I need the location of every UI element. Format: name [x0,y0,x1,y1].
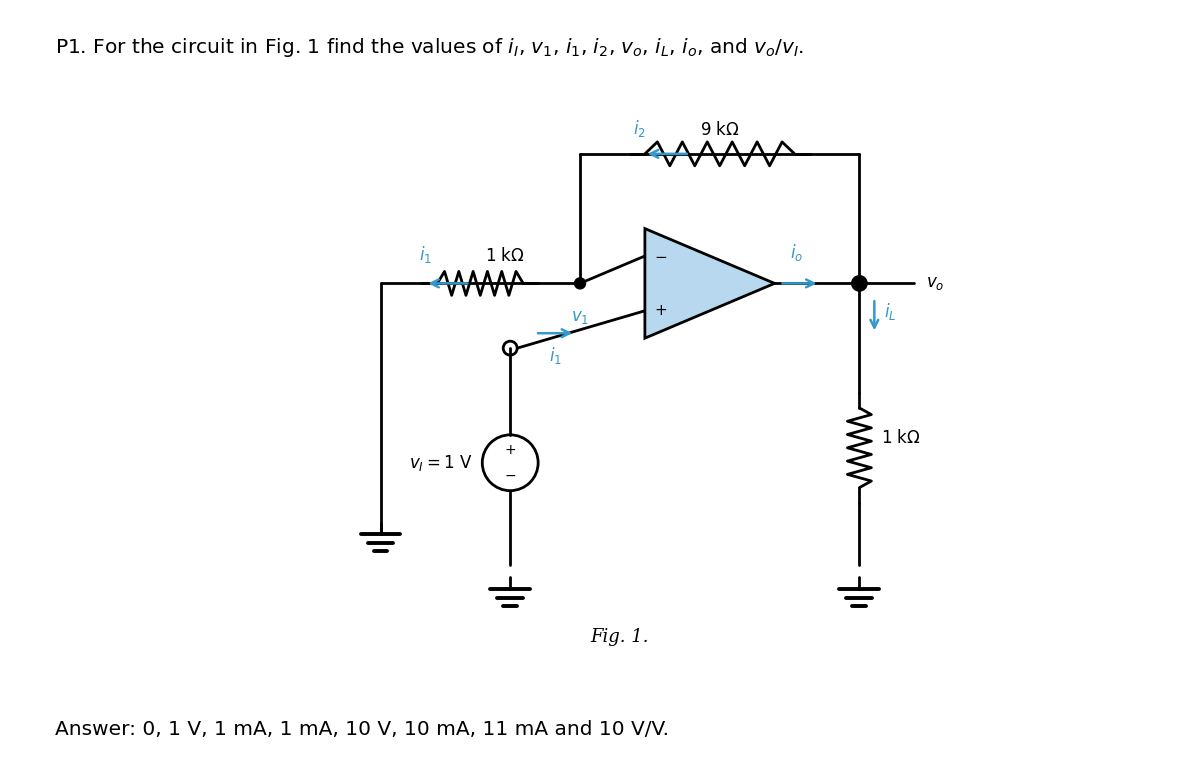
Text: $+$: $+$ [654,303,667,318]
Circle shape [854,278,865,289]
Text: Fig. 1.: Fig. 1. [590,628,649,646]
Text: $i_1$: $i_1$ [548,345,562,366]
Text: $i_o$: $i_o$ [790,243,803,263]
Text: $v_I = 1$ V: $v_I = 1$ V [409,453,473,473]
Text: 9 k$\Omega$: 9 k$\Omega$ [700,121,739,139]
Text: $i_2$: $i_2$ [634,118,647,139]
Text: $v_1$: $v_1$ [571,309,589,327]
Polygon shape [644,229,774,338]
Circle shape [575,278,586,289]
Text: $-$: $-$ [654,248,667,264]
Text: $-$: $-$ [504,468,516,482]
Text: Answer: 0, 1 V, 1 mA, 1 mA, 10 V, 10 mA, 11 mA and 10 V/V.: Answer: 0, 1 V, 1 mA, 1 mA, 10 V, 10 mA,… [55,720,670,738]
Text: 1 k$\Omega$: 1 k$\Omega$ [485,247,524,265]
Text: $i_L$: $i_L$ [884,301,896,322]
Text: 1 k$\Omega$: 1 k$\Omega$ [881,429,920,447]
Text: $v_o$: $v_o$ [926,274,944,292]
Text: $+$: $+$ [504,443,516,457]
Text: $i_1$: $i_1$ [419,244,432,265]
Text: P1. For the circuit in Fig. 1 find the values of $i_I$, $v_1$, $i_1$, $i_2$, $v_: P1. For the circuit in Fig. 1 find the v… [55,37,804,60]
